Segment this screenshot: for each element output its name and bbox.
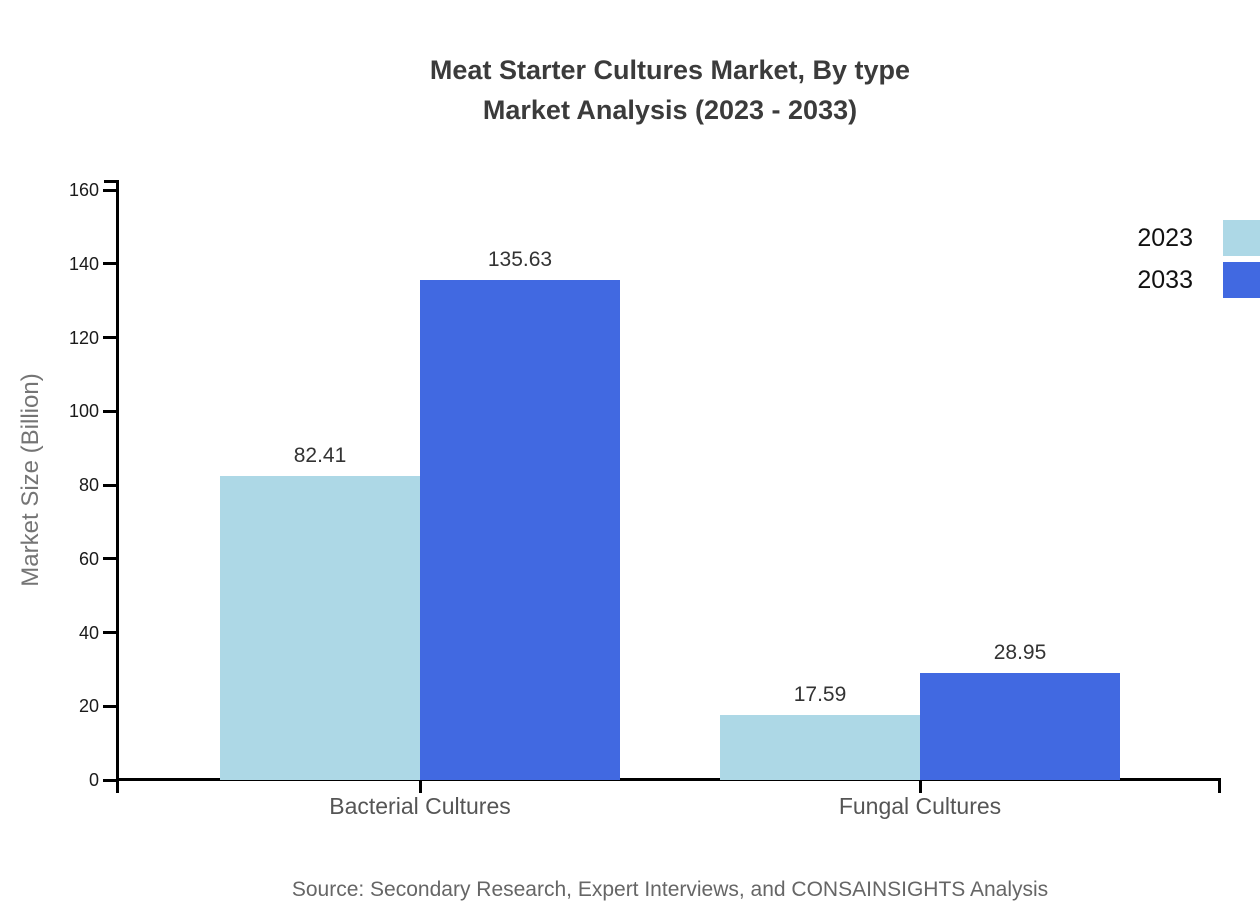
y-tick-140 (103, 262, 118, 266)
bar-value-label-2023-fungal-cultures: 17.59 (793, 683, 847, 707)
source-note: Source: Secondary Research, Expert Inter… (291, 878, 1049, 901)
y-axis-line (116, 180, 119, 793)
y-tick-40 (103, 631, 118, 634)
y-tick-120 (103, 336, 118, 339)
x-axis-line (116, 778, 1221, 781)
y-tick-100 (103, 409, 118, 413)
x-tick-fungal-cultures (918, 780, 922, 793)
bar-2023-fungal-cultures (720, 715, 920, 780)
chart-title: Meat Starter Cultures Market, By type Ma… (118, 50, 1222, 130)
y-tick-160 (103, 188, 118, 192)
legend-swatch-2023 (1223, 220, 1260, 256)
bar-2033-fungal-cultures (920, 673, 1120, 780)
bar-value-label-2033-bacterial-cultures: 135.63 (487, 247, 553, 271)
y-tick-20 (103, 704, 118, 708)
category-label-bacterial-cultures: Bacterial Cultures (329, 793, 511, 819)
bar-value-label-2033-fungal-cultures: 28.95 (993, 641, 1047, 665)
y-tick-label-60: 60 (78, 548, 99, 569)
chart-title-line2: Market Analysis (2023 - 2033) (482, 95, 858, 125)
category-label-fungal-cultures: Fungal Cultures (838, 793, 1002, 819)
bar-2023-bacterial-cultures (220, 476, 420, 780)
y-tick-80 (103, 483, 118, 487)
legend-label-2023: 2023 (1137, 224, 1193, 252)
chart-title-line1: Meat Starter Cultures Market, By type (429, 55, 911, 85)
legend-label-2033: 2033 (1137, 266, 1193, 294)
y-axis-top-cap (104, 180, 119, 183)
x-axis-right-cap (1218, 780, 1221, 793)
bar-2033-bacterial-cultures (420, 279, 620, 780)
y-tick-label-100: 100 (68, 401, 99, 422)
y-tick-label-160: 160 (68, 180, 99, 200)
y-tick-60 (103, 557, 118, 561)
y-tick-label-20: 20 (78, 696, 99, 717)
y-tick-0 (103, 778, 118, 782)
y-tick-label-80: 80 (78, 475, 99, 495)
y-tick-label-120: 120 (68, 327, 99, 348)
bar-value-label-2023-bacterial-cultures: 82.41 (293, 444, 347, 468)
y-tick-label-140: 140 (68, 253, 99, 274)
y-tick-label-40: 40 (78, 622, 99, 643)
y-tick-label-0: 0 (88, 770, 99, 790)
legend-swatch-2033 (1223, 262, 1260, 298)
x-tick-bacterial-cultures (418, 780, 422, 793)
